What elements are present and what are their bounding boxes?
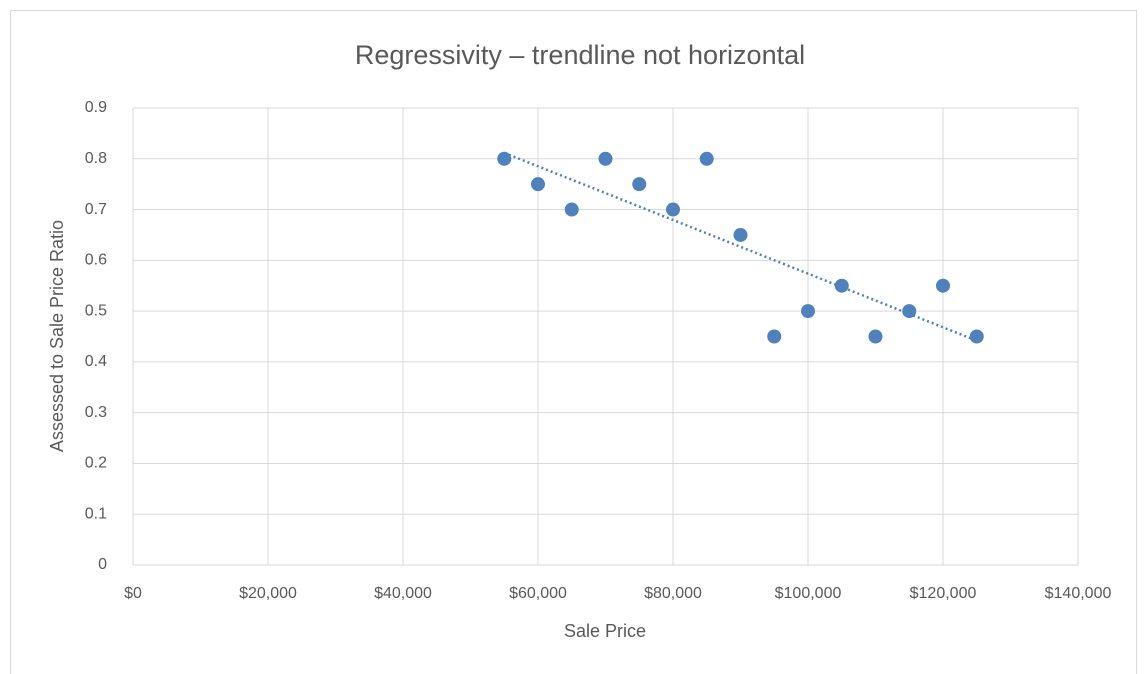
point [564, 202, 579, 217]
x-tick-label: $140,000 [1045, 585, 1112, 602]
y-tick-label: 0.3 [85, 404, 107, 421]
y-tick-label: 0.8 [85, 150, 107, 167]
y-tick-label: 0.2 [85, 455, 107, 472]
point [632, 177, 647, 192]
point [936, 278, 950, 293]
x-tick-label: $40,000 [374, 585, 432, 602]
point [767, 329, 782, 344]
point [801, 304, 815, 319]
point [666, 202, 680, 217]
y-tick-label: 0 [98, 556, 107, 573]
point [902, 304, 917, 319]
x-axis-title: Sale Price [564, 621, 646, 641]
y-tick-label: 0.6 [85, 252, 107, 269]
y-tick-label: 0.1 [85, 505, 107, 522]
y-tick-label: 0.5 [85, 302, 107, 319]
y-tick-label: 0.7 [85, 201, 107, 218]
x-tick-label: $80,000 [644, 585, 702, 602]
y-axis-title: Assessed to Sale Price Ratio [47, 220, 67, 452]
point [969, 329, 984, 344]
x-tick-label: $0 [124, 585, 142, 602]
x-tick-label: $120,000 [910, 585, 977, 602]
y-tick-label: 0.4 [85, 353, 107, 370]
point [868, 329, 883, 344]
point [497, 151, 512, 166]
x-tick-label: $20,000 [239, 585, 297, 602]
x-tick-label: $60,000 [509, 585, 567, 602]
chart-title: Regressivity – trendline not horizontal [355, 40, 805, 70]
point [733, 227, 748, 242]
point [834, 278, 849, 293]
point [699, 151, 714, 166]
point [531, 177, 545, 192]
x-tick-label: $100,000 [775, 585, 842, 602]
chart-border [10, 10, 1137, 674]
point [598, 151, 613, 166]
y-tick-label: 0.9 [85, 99, 107, 116]
